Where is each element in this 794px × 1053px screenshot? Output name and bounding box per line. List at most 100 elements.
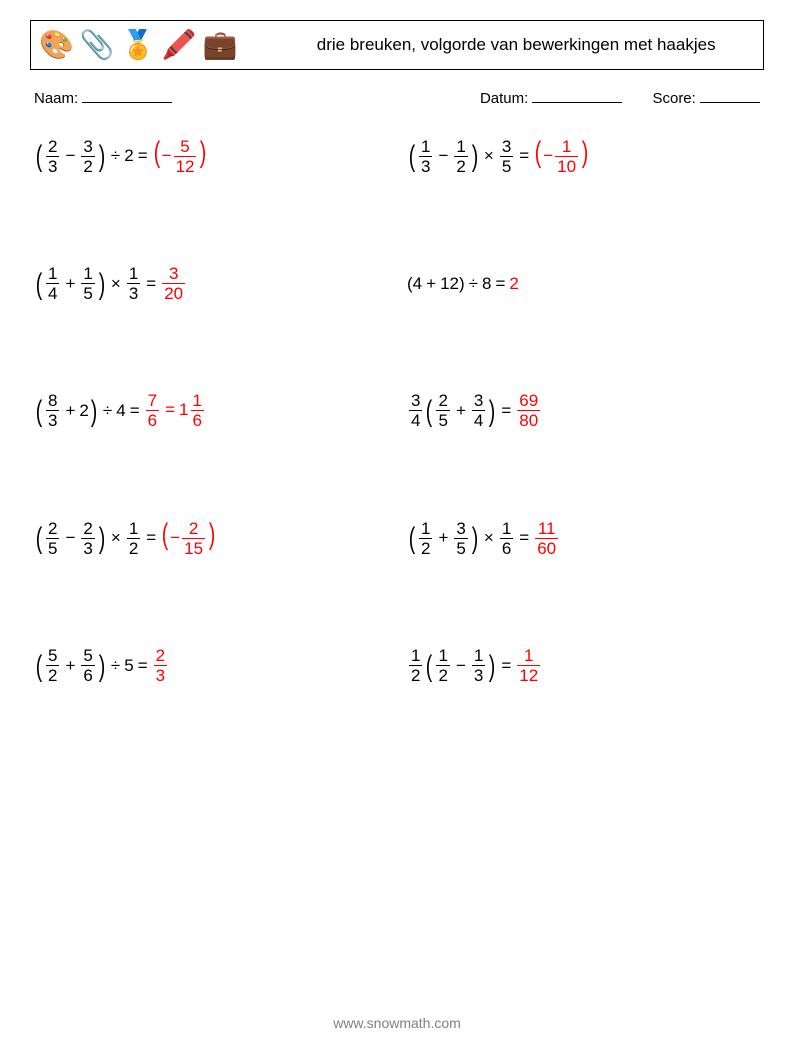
fraction: 12 xyxy=(419,520,432,557)
number-text: − xyxy=(162,146,172,165)
operator: ÷ xyxy=(111,146,120,166)
score-blank[interactable] xyxy=(700,88,760,103)
name-label: Naam: xyxy=(34,90,78,107)
fraction: 25 xyxy=(46,520,59,557)
fraction: 32 xyxy=(81,138,94,175)
header-icon: 🖍️ xyxy=(162,31,197,59)
number-text: 5 xyxy=(124,656,133,676)
operator: = xyxy=(519,146,529,166)
operator: = xyxy=(146,274,156,294)
paren-close: ) xyxy=(472,524,479,554)
operator: = xyxy=(138,656,148,676)
paren-close: ) xyxy=(99,270,106,300)
fraction: 110 xyxy=(555,138,578,175)
operator: ÷ xyxy=(111,656,120,676)
name-field: Naam: xyxy=(34,88,480,107)
paren-close: ) xyxy=(200,138,207,168)
paren-open: ( xyxy=(409,524,416,554)
paren-open: ( xyxy=(162,520,169,550)
paren-close: ) xyxy=(209,520,216,550)
answer: 112 xyxy=(515,647,542,684)
fraction: 12 xyxy=(436,647,449,684)
paren-close: ) xyxy=(489,397,496,427)
operator: = xyxy=(165,400,175,419)
fraction: 23 xyxy=(46,138,59,175)
problem: (13−12)×35=(−110) xyxy=(407,137,760,175)
number-text: 8 xyxy=(482,274,491,294)
fraction: 34 xyxy=(472,392,485,429)
paren-close: ) xyxy=(99,142,106,172)
date-label: Datum: xyxy=(480,90,528,107)
fraction: 35 xyxy=(500,138,513,175)
paren-open: ( xyxy=(535,138,542,168)
fraction: 12 xyxy=(454,138,467,175)
paren-open: ( xyxy=(36,524,43,554)
operator: − xyxy=(65,146,75,166)
number-text: 2 xyxy=(509,274,518,293)
operator: = xyxy=(495,274,505,294)
operator: = xyxy=(130,401,140,421)
problem: (4+12)÷8=2 xyxy=(407,265,760,302)
answer: (−215) xyxy=(160,519,217,557)
header-bar: 🎨📎🏅🖍️💼 drie breuken, volgorde van bewerk… xyxy=(30,20,764,70)
worksheet-page: 🎨📎🏅🖍️💼 drie breuken, volgorde van bewerk… xyxy=(0,0,794,1053)
number-text: 12) xyxy=(440,274,465,294)
paren-close: ) xyxy=(582,138,589,168)
paren-open: ( xyxy=(36,142,43,172)
problem: (25−23)×12=(−215) xyxy=(34,519,387,557)
answer: 6980 xyxy=(515,392,542,429)
operator: × xyxy=(111,274,121,294)
answer: (−512) xyxy=(152,137,209,175)
operator: − xyxy=(65,528,75,548)
operator: × xyxy=(111,528,121,548)
number-text: (4 xyxy=(407,274,422,294)
answer: 320 xyxy=(160,265,187,302)
fraction: 56 xyxy=(81,647,94,684)
operator: = xyxy=(146,528,156,548)
fraction: 13 xyxy=(419,138,432,175)
problem: 12(12−13)=112 xyxy=(407,647,760,684)
answer: 76=116 xyxy=(144,392,206,429)
fraction: 25 xyxy=(436,392,449,429)
operator: + xyxy=(65,401,75,421)
operator: = xyxy=(138,146,148,166)
operator: + xyxy=(65,656,75,676)
operator: + xyxy=(426,274,436,294)
answer: (−110) xyxy=(533,137,590,175)
fraction: 23 xyxy=(154,647,167,684)
score-field: Score: xyxy=(652,88,760,107)
problem: (12+35)×16=1160 xyxy=(407,519,760,557)
number-text: − xyxy=(543,146,553,165)
header-icons: 🎨📎🏅🖍️💼 xyxy=(39,31,237,59)
fraction: 512 xyxy=(174,138,197,175)
fraction: 1160 xyxy=(535,520,558,557)
fraction: 320 xyxy=(162,265,185,302)
operator: × xyxy=(484,146,494,166)
fraction: 12 xyxy=(409,647,422,684)
operator: = xyxy=(519,528,529,548)
fraction: 12 xyxy=(127,520,140,557)
paren-close: ) xyxy=(91,397,98,427)
worksheet-title: drie breuken, volgorde van bewerkingen m… xyxy=(237,35,755,55)
header-icon: 🎨 xyxy=(39,31,74,59)
operator: − xyxy=(456,656,466,676)
date-blank[interactable] xyxy=(532,88,622,103)
number-text: 2 xyxy=(124,146,133,166)
operator: ÷ xyxy=(103,401,112,421)
fraction: 52 xyxy=(46,647,59,684)
problem: (83+2)÷4=76=116 xyxy=(34,392,387,429)
paren-open: ( xyxy=(153,138,160,168)
fraction: 83 xyxy=(46,392,59,429)
fraction: 34 xyxy=(409,392,422,429)
fraction: 35 xyxy=(454,520,467,557)
operator: + xyxy=(65,274,75,294)
fraction: 13 xyxy=(472,647,485,684)
score-label: Score: xyxy=(652,90,695,107)
answer: 1160 xyxy=(533,520,560,557)
fraction: 13 xyxy=(127,265,140,302)
name-blank[interactable] xyxy=(82,88,172,103)
number-text: 4 xyxy=(116,401,125,421)
operator: − xyxy=(438,146,448,166)
problem: 34(25+34)=6980 xyxy=(407,392,760,429)
header-icon: 💼 xyxy=(203,31,238,59)
